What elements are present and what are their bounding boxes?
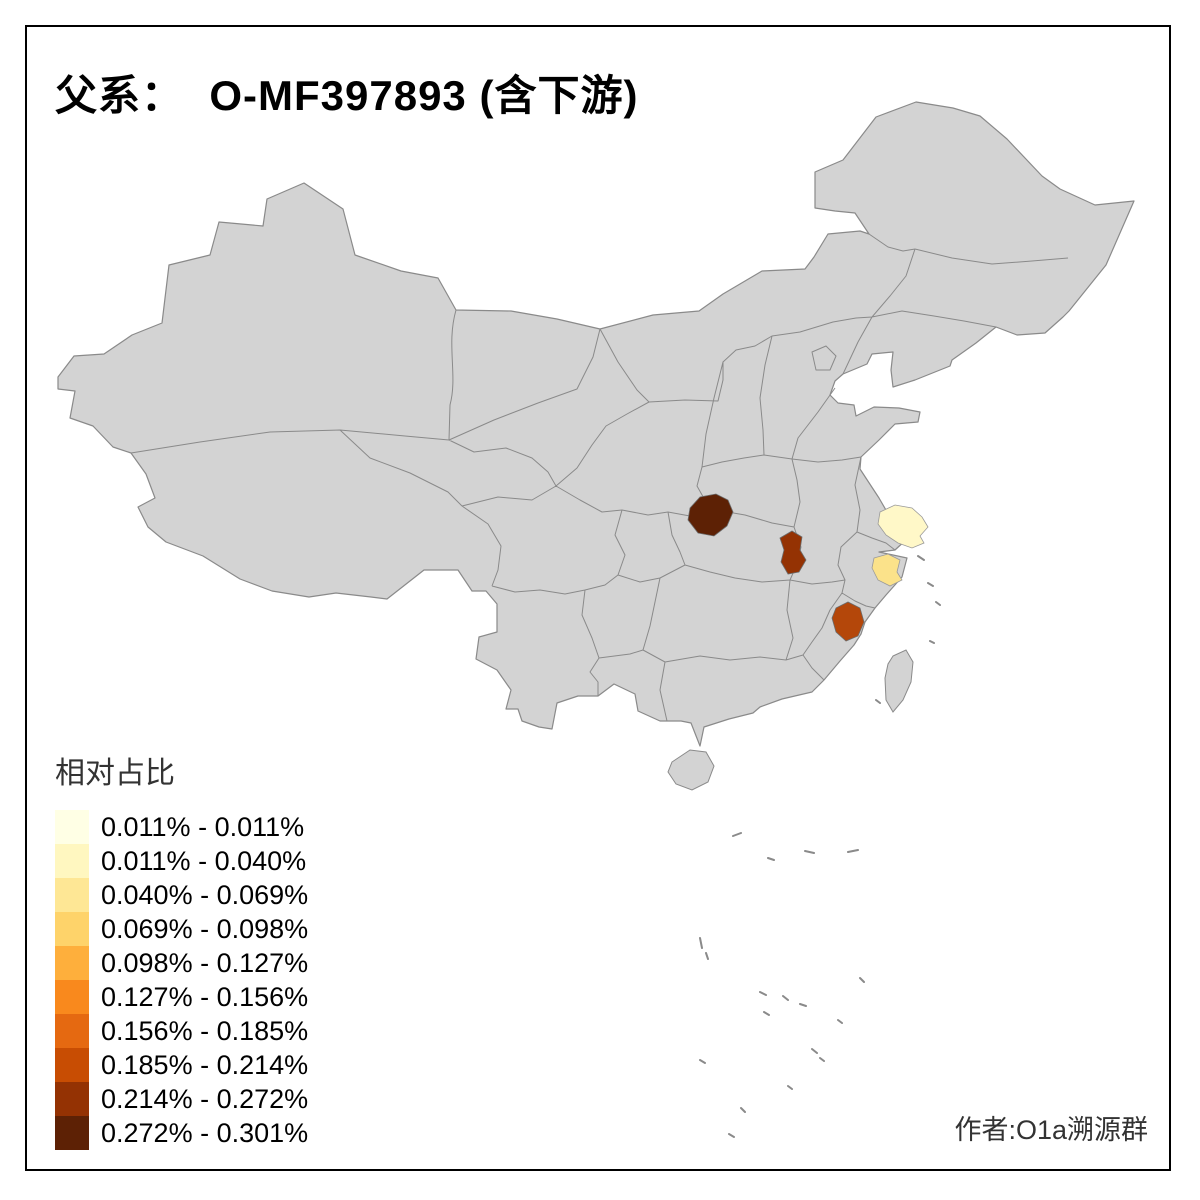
legend-item: 0.098% - 0.127% (55, 946, 308, 980)
legend-label: 0.272% - 0.301% (101, 1117, 309, 1148)
choropleth-region-north-zhejiang (871, 553, 903, 587)
legend-item: 0.156% - 0.185% (55, 1014, 308, 1048)
legend-title: 相对占比 (55, 757, 175, 790)
mainland-shape (57, 101, 1135, 747)
map-title: 父系： O-MF397893 (含下游) (55, 72, 639, 119)
legend-item: 0.069% - 0.098% (55, 912, 308, 946)
taiwan-island (884, 649, 914, 713)
legend-label: 0.011% - 0.011% (101, 811, 305, 842)
legend-swatch (55, 1116, 89, 1150)
legend-swatch (55, 980, 89, 1014)
choropleth-region-northwest-hubei (687, 493, 734, 537)
legend-swatch (55, 1014, 89, 1048)
legend-label: 0.185% - 0.214% (101, 1049, 309, 1080)
legend-label: 0.156% - 0.185% (101, 1015, 309, 1046)
legend-item: 0.040% - 0.069% (55, 878, 308, 912)
legend-swatch (55, 1082, 89, 1116)
hainan-island (667, 749, 715, 791)
legend-label: 0.069% - 0.098% (101, 913, 309, 944)
legend-swatch (55, 1048, 89, 1082)
legend-label: 0.127% - 0.156% (101, 981, 309, 1012)
legend-swatch (55, 912, 89, 946)
legend-item: 0.011% - 0.040% (55, 844, 308, 878)
legend-item: 0.127% - 0.156% (55, 980, 308, 1014)
legend-label: 0.214% - 0.272% (101, 1083, 309, 1114)
legend-label: 0.011% - 0.040% (101, 845, 307, 876)
choropleth-region-west-fujian (831, 601, 865, 642)
legend-swatch (55, 810, 89, 844)
province-borders (130, 233, 1069, 722)
legend: 相对占比 0.011% - 0.011% 0.011% - 0.040% 0.0… (55, 748, 308, 1150)
choropleth-region-south-jiangsu (877, 504, 929, 549)
legend-item: 0.011% - 0.011% (55, 810, 308, 844)
legend-swatch (55, 878, 89, 912)
legend-item: 0.272% - 0.301% (55, 1116, 308, 1150)
legend-label: 0.040% - 0.069% (101, 879, 309, 910)
legend-swatch (55, 844, 89, 878)
legend-swatch (55, 946, 89, 980)
choropleth-region-east-hubei (779, 530, 807, 575)
legend-label: 0.098% - 0.127% (101, 947, 309, 978)
legend-item: 0.185% - 0.214% (55, 1048, 308, 1082)
author-credit: 作者:O1a溯源群 (954, 1115, 1148, 1145)
legend-item: 0.214% - 0.272% (55, 1082, 308, 1116)
small-islands (699, 555, 941, 1138)
